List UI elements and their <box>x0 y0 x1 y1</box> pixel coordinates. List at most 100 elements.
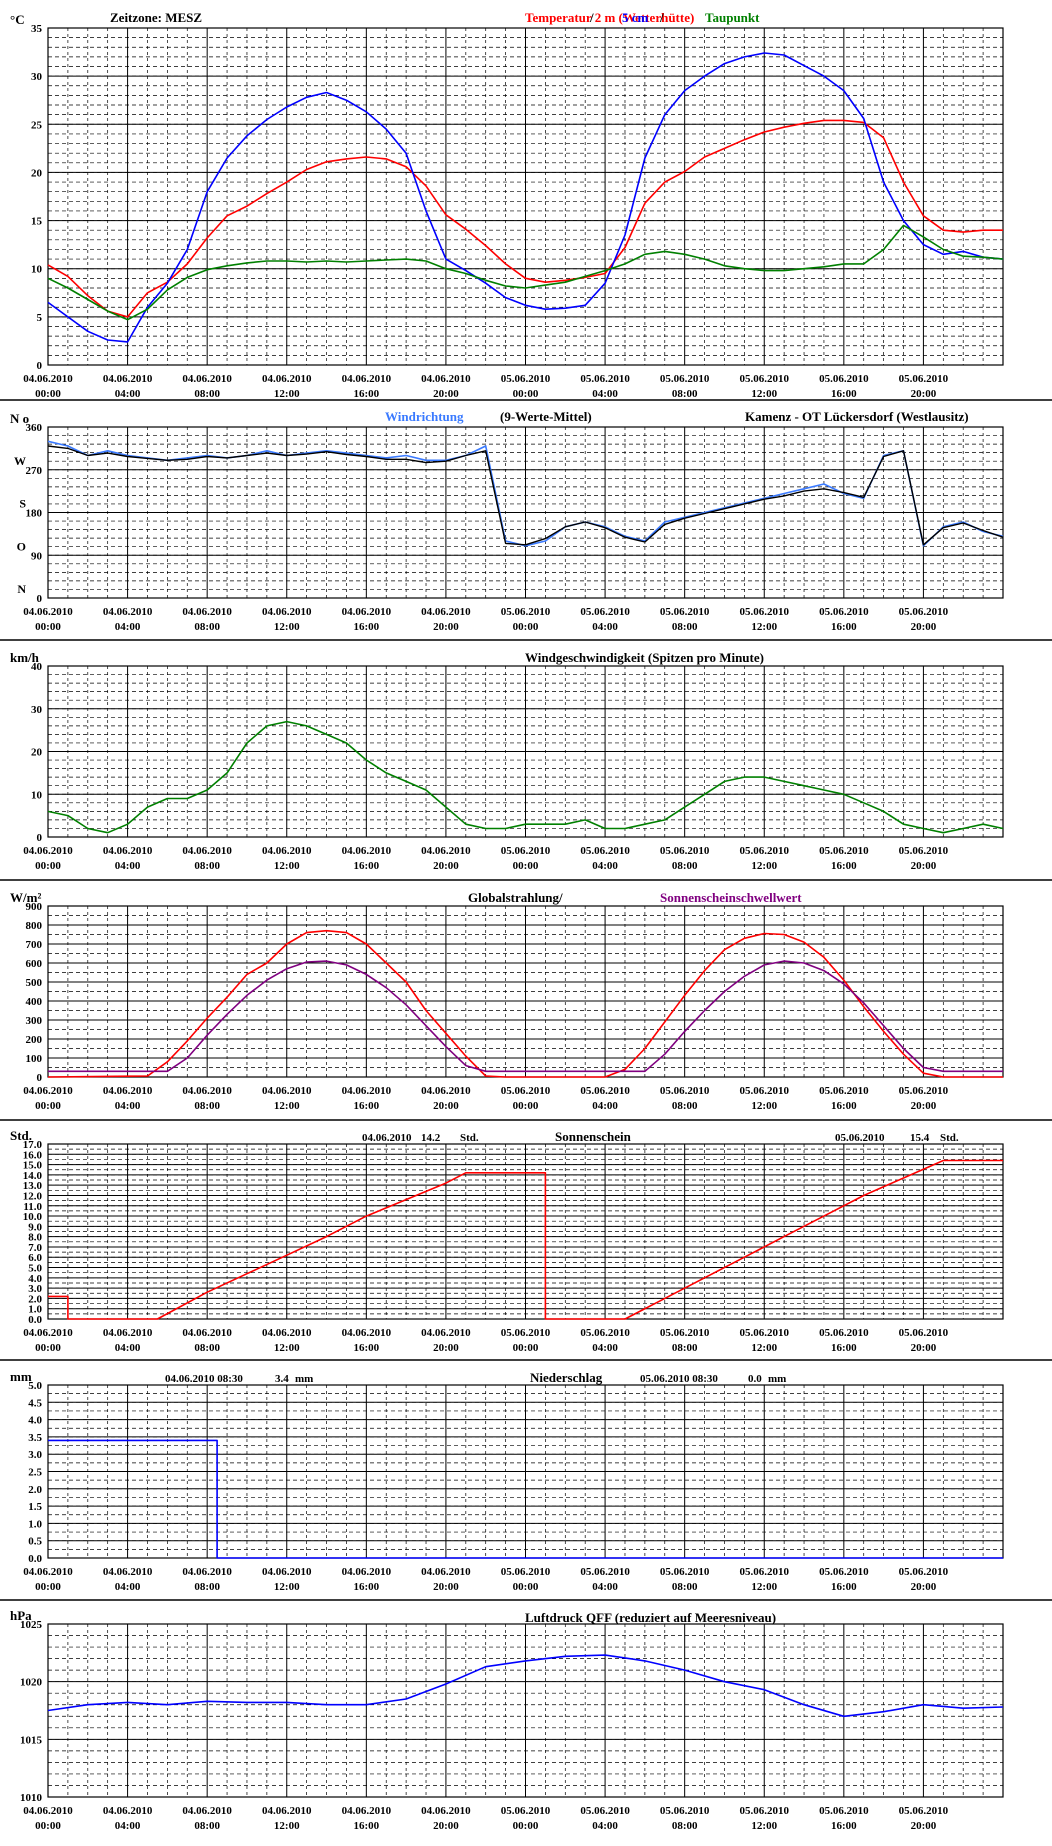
x-tick-time: 08:00 <box>194 1581 220 1593</box>
y-unit-label: Std. <box>10 1128 32 1143</box>
x-tick-time: 12:00 <box>751 1820 777 1832</box>
x-tick-date: 04.06.2010 <box>23 1566 73 1578</box>
x-tick-date: 05.06.2010 <box>660 845 710 857</box>
x-tick-time: 00:00 <box>35 1100 61 1112</box>
plot-frame <box>47 665 1004 838</box>
x-tick-date: 05.06.2010 <box>740 373 790 385</box>
x-tick-date: 04.06.2010 <box>262 1085 312 1097</box>
x-tick-time: 00:00 <box>35 1342 61 1354</box>
y-unit-label: km/h <box>10 650 40 665</box>
x-tick-date: 05.06.2010 <box>580 373 630 385</box>
x-tick-time: 04:00 <box>592 1100 618 1112</box>
y-tick-label: 0.0 <box>28 1553 42 1565</box>
y-tick-label: 200 <box>26 1034 43 1046</box>
x-tick-time: 16:00 <box>831 621 857 633</box>
x-tick-date: 04.06.2010 <box>23 845 73 857</box>
y-tick-label: 1.0 <box>28 1304 42 1316</box>
y-tick-label: 30 <box>31 71 43 83</box>
y-tick-label: 9.0 <box>28 1221 42 1233</box>
chart-panel-1: 0 5 10 15 20 25 30 35 °C Zeitzone: MESZ Temperatur… <box>10 10 1004 400</box>
x-tick-time: 08:00 <box>672 621 698 633</box>
series-line-3-1 <box>47 720 1004 834</box>
x-tick-time: 08:00 <box>672 388 698 400</box>
plot-frame <box>47 27 1004 366</box>
x-tick-date: 04.06.2010 <box>262 373 312 385</box>
x-tick-time: 00:00 <box>513 388 539 400</box>
x-tick-date: 04.06.2010 <box>103 1805 153 1817</box>
plot-frame <box>47 426 1004 599</box>
series-line-7-1 <box>47 1654 1004 1718</box>
annotation-value: 15.4 <box>910 1132 930 1144</box>
x-tick-date: 05.06.2010 <box>740 1805 790 1817</box>
chart-title-part: Globalstrahlung/ <box>468 890 563 905</box>
x-tick-date: 04.06.2010 <box>182 606 232 618</box>
y-tick-label: 900 <box>26 901 43 913</box>
y-tick-label: 1025 <box>20 1619 43 1631</box>
y-tick-label: 35 <box>31 23 43 35</box>
x-tick-time: 16:00 <box>831 860 857 872</box>
x-tick-time: 16:00 <box>353 1342 379 1354</box>
x-tick-date: 05.06.2010 <box>501 1085 551 1097</box>
chart-title-part: Luftdruck QFF (reduziert auf Meeresnivea… <box>525 1610 776 1625</box>
y-tick-label: 3.0 <box>28 1283 42 1295</box>
x-tick-time: 12:00 <box>751 860 777 872</box>
x-tick-time: 20:00 <box>433 860 459 872</box>
x-tick-time: 20:00 <box>433 1100 459 1112</box>
y-tick-label: 500 <box>26 977 43 989</box>
y-tick-label: 25 <box>31 119 43 131</box>
chart-title-part: Zeitzone: MESZ <box>110 10 202 25</box>
y-tick-label: 8.0 <box>28 1232 42 1244</box>
y-tick-label: 40 <box>31 661 43 673</box>
y-tick-label: 15.0 <box>23 1160 43 1172</box>
y-tick-label: 12.0 <box>23 1190 43 1202</box>
x-tick-date: 04.06.2010 <box>23 373 73 385</box>
y-unit-label: °C <box>10 12 25 27</box>
y-tick-label: 20 <box>31 167 43 179</box>
x-tick-time: 04:00 <box>115 1820 141 1832</box>
x-tick-date: 05.06.2010 <box>660 606 710 618</box>
x-tick-date: 04.06.2010 <box>103 845 153 857</box>
plot-frame <box>47 1143 1004 1320</box>
x-tick-time: 20:00 <box>911 621 937 633</box>
y-tick-label: 1.5 <box>28 1501 42 1513</box>
x-tick-date: 05.06.2010 <box>899 1566 949 1578</box>
x-tick-date: 05.06.2010 <box>819 1085 869 1097</box>
x-tick-date: 05.06.2010 <box>580 1085 630 1097</box>
x-tick-time: 16:00 <box>353 1100 379 1112</box>
x-tick-date: 04.06.2010 <box>262 1327 312 1339</box>
y-unit-label: N o <box>10 411 29 426</box>
x-tick-time: 08:00 <box>194 1100 220 1112</box>
x-tick-date: 05.06.2010 <box>899 373 949 385</box>
chart-title-part: Kamenz - OT Lückersdorf (Westlausitz) <box>745 409 969 424</box>
x-tick-time: 12:00 <box>274 860 300 872</box>
x-tick-date: 05.06.2010 <box>899 606 949 618</box>
y-tick-label: 3.0 <box>28 1449 42 1461</box>
compass-label: S <box>19 497 26 511</box>
y-tick-label: 5.0 <box>28 1263 42 1275</box>
chart-title-part: / <box>659 10 664 25</box>
x-tick-time: 16:00 <box>353 388 379 400</box>
x-tick-date: 04.06.2010 <box>182 1566 232 1578</box>
x-tick-time: 20:00 <box>433 388 459 400</box>
x-tick-time: 16:00 <box>353 1820 379 1832</box>
x-tick-date: 04.06.2010 <box>342 373 392 385</box>
x-tick-date: 05.06.2010 <box>819 373 869 385</box>
y-tick-label: 300 <box>26 1015 43 1027</box>
x-tick-time: 12:00 <box>751 621 777 633</box>
x-tick-date: 05.06.2010 <box>740 1566 790 1578</box>
compass-label: W <box>14 454 26 468</box>
chart-title-part: Taupunkt <box>705 10 760 25</box>
annotation-value: 0.0 <box>748 1373 762 1385</box>
x-tick-time: 20:00 <box>911 1342 937 1354</box>
annotation-unit: mm <box>768 1373 786 1385</box>
annotation-unit: Std. <box>460 1132 479 1144</box>
x-tick-time: 12:00 <box>274 388 300 400</box>
x-tick-date: 04.06.2010 <box>103 1566 153 1578</box>
y-tick-label: 4.0 <box>28 1415 42 1427</box>
x-tick-date: 05.06.2010 <box>580 1566 630 1578</box>
y-tick-label: 5.0 <box>28 1380 42 1392</box>
chart-title-part: Niederschlag <box>530 1370 603 1385</box>
x-tick-time: 16:00 <box>831 1581 857 1593</box>
